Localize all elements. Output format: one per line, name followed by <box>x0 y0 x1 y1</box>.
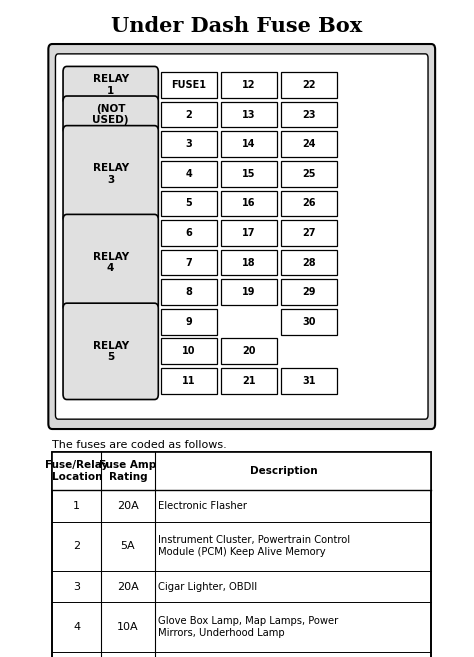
FancyBboxPatch shape <box>281 250 337 275</box>
Text: 9: 9 <box>185 317 192 327</box>
Text: 20A: 20A <box>117 581 139 592</box>
Text: 15: 15 <box>242 169 256 179</box>
FancyBboxPatch shape <box>161 102 217 127</box>
FancyBboxPatch shape <box>161 161 217 187</box>
FancyBboxPatch shape <box>281 161 337 187</box>
Text: Fuse Amp
Rating: Fuse Amp Rating <box>100 461 156 482</box>
Text: 21: 21 <box>242 376 256 386</box>
FancyBboxPatch shape <box>281 279 337 305</box>
FancyBboxPatch shape <box>48 44 435 429</box>
Text: 24: 24 <box>302 139 316 149</box>
Text: 5: 5 <box>185 198 192 208</box>
Text: 16: 16 <box>242 198 256 208</box>
Text: 14: 14 <box>242 139 256 149</box>
Text: 4: 4 <box>185 169 192 179</box>
Text: The fuses are coded as follows.: The fuses are coded as follows. <box>52 440 227 450</box>
FancyBboxPatch shape <box>63 214 158 311</box>
Text: 13: 13 <box>242 110 256 120</box>
Text: 31: 31 <box>302 376 316 386</box>
Text: 3: 3 <box>73 581 80 592</box>
FancyBboxPatch shape <box>161 250 217 275</box>
FancyBboxPatch shape <box>63 96 158 133</box>
Text: 29: 29 <box>302 287 316 297</box>
Text: FUSE1: FUSE1 <box>172 80 206 90</box>
Text: RELAY
1: RELAY 1 <box>92 74 129 96</box>
Text: 22: 22 <box>302 80 316 90</box>
Text: Instrument Cluster, Powertrain Control
Module (PCM) Keep Alive Memory: Instrument Cluster, Powertrain Control M… <box>158 535 350 557</box>
Text: 23: 23 <box>302 110 316 120</box>
Text: RELAY
5: RELAY 5 <box>92 340 129 362</box>
FancyBboxPatch shape <box>55 54 428 419</box>
Text: 3: 3 <box>185 139 192 149</box>
Text: Cigar Lighter, OBDII: Cigar Lighter, OBDII <box>158 581 257 592</box>
Bar <box>52 452 431 490</box>
FancyBboxPatch shape <box>221 161 277 187</box>
Text: Description: Description <box>250 466 317 476</box>
Text: Fuse/Relay
Location: Fuse/Relay Location <box>45 461 109 482</box>
Text: 5A: 5A <box>121 541 135 551</box>
Text: 20A: 20A <box>117 501 139 511</box>
Text: Under Dash Fuse Box: Under Dash Fuse Box <box>111 16 363 36</box>
FancyBboxPatch shape <box>63 125 158 222</box>
FancyBboxPatch shape <box>161 131 217 157</box>
FancyBboxPatch shape <box>281 131 337 157</box>
FancyBboxPatch shape <box>221 220 277 246</box>
FancyBboxPatch shape <box>281 191 337 216</box>
FancyBboxPatch shape <box>63 303 158 399</box>
FancyBboxPatch shape <box>161 279 217 305</box>
Text: 28: 28 <box>302 258 316 267</box>
FancyBboxPatch shape <box>281 220 337 246</box>
Text: 17: 17 <box>242 228 256 238</box>
FancyBboxPatch shape <box>221 368 277 394</box>
Text: RELAY
3: RELAY 3 <box>92 163 129 185</box>
Text: 26: 26 <box>302 198 316 208</box>
Text: 20: 20 <box>242 346 256 356</box>
FancyBboxPatch shape <box>281 102 337 127</box>
FancyBboxPatch shape <box>63 66 158 104</box>
FancyBboxPatch shape <box>221 191 277 216</box>
FancyBboxPatch shape <box>281 368 337 394</box>
FancyBboxPatch shape <box>161 72 217 98</box>
Text: 7: 7 <box>185 258 192 267</box>
Text: RELAY
4: RELAY 4 <box>92 252 129 273</box>
Text: Glove Box Lamp, Map Lamps, Power
Mirrors, Underhood Lamp: Glove Box Lamp, Map Lamps, Power Mirrors… <box>158 616 338 638</box>
Text: 1: 1 <box>73 501 80 511</box>
FancyBboxPatch shape <box>161 368 217 394</box>
FancyBboxPatch shape <box>221 102 277 127</box>
FancyBboxPatch shape <box>161 220 217 246</box>
Text: 27: 27 <box>302 228 316 238</box>
FancyBboxPatch shape <box>221 279 277 305</box>
FancyBboxPatch shape <box>161 338 217 364</box>
Text: 12: 12 <box>242 80 256 90</box>
Text: (NOT
USED): (NOT USED) <box>92 104 129 125</box>
Text: 10A: 10A <box>117 622 139 632</box>
Text: 8: 8 <box>185 287 192 297</box>
Text: 2: 2 <box>185 110 192 120</box>
Text: 18: 18 <box>242 258 256 267</box>
Bar <box>52 452 431 657</box>
Text: Electronic Flasher: Electronic Flasher <box>158 501 247 511</box>
FancyBboxPatch shape <box>221 72 277 98</box>
FancyBboxPatch shape <box>221 131 277 157</box>
Text: 6: 6 <box>185 228 192 238</box>
Bar <box>52 452 431 657</box>
Text: 11: 11 <box>182 376 196 386</box>
Text: 10: 10 <box>182 346 196 356</box>
FancyBboxPatch shape <box>281 309 337 334</box>
FancyBboxPatch shape <box>161 309 217 334</box>
Text: 30: 30 <box>302 317 316 327</box>
FancyBboxPatch shape <box>281 72 337 98</box>
FancyBboxPatch shape <box>161 191 217 216</box>
Text: 19: 19 <box>242 287 256 297</box>
Text: 25: 25 <box>302 169 316 179</box>
FancyBboxPatch shape <box>221 338 277 364</box>
Text: 2: 2 <box>73 541 81 551</box>
FancyBboxPatch shape <box>221 250 277 275</box>
Text: 4: 4 <box>73 622 81 632</box>
